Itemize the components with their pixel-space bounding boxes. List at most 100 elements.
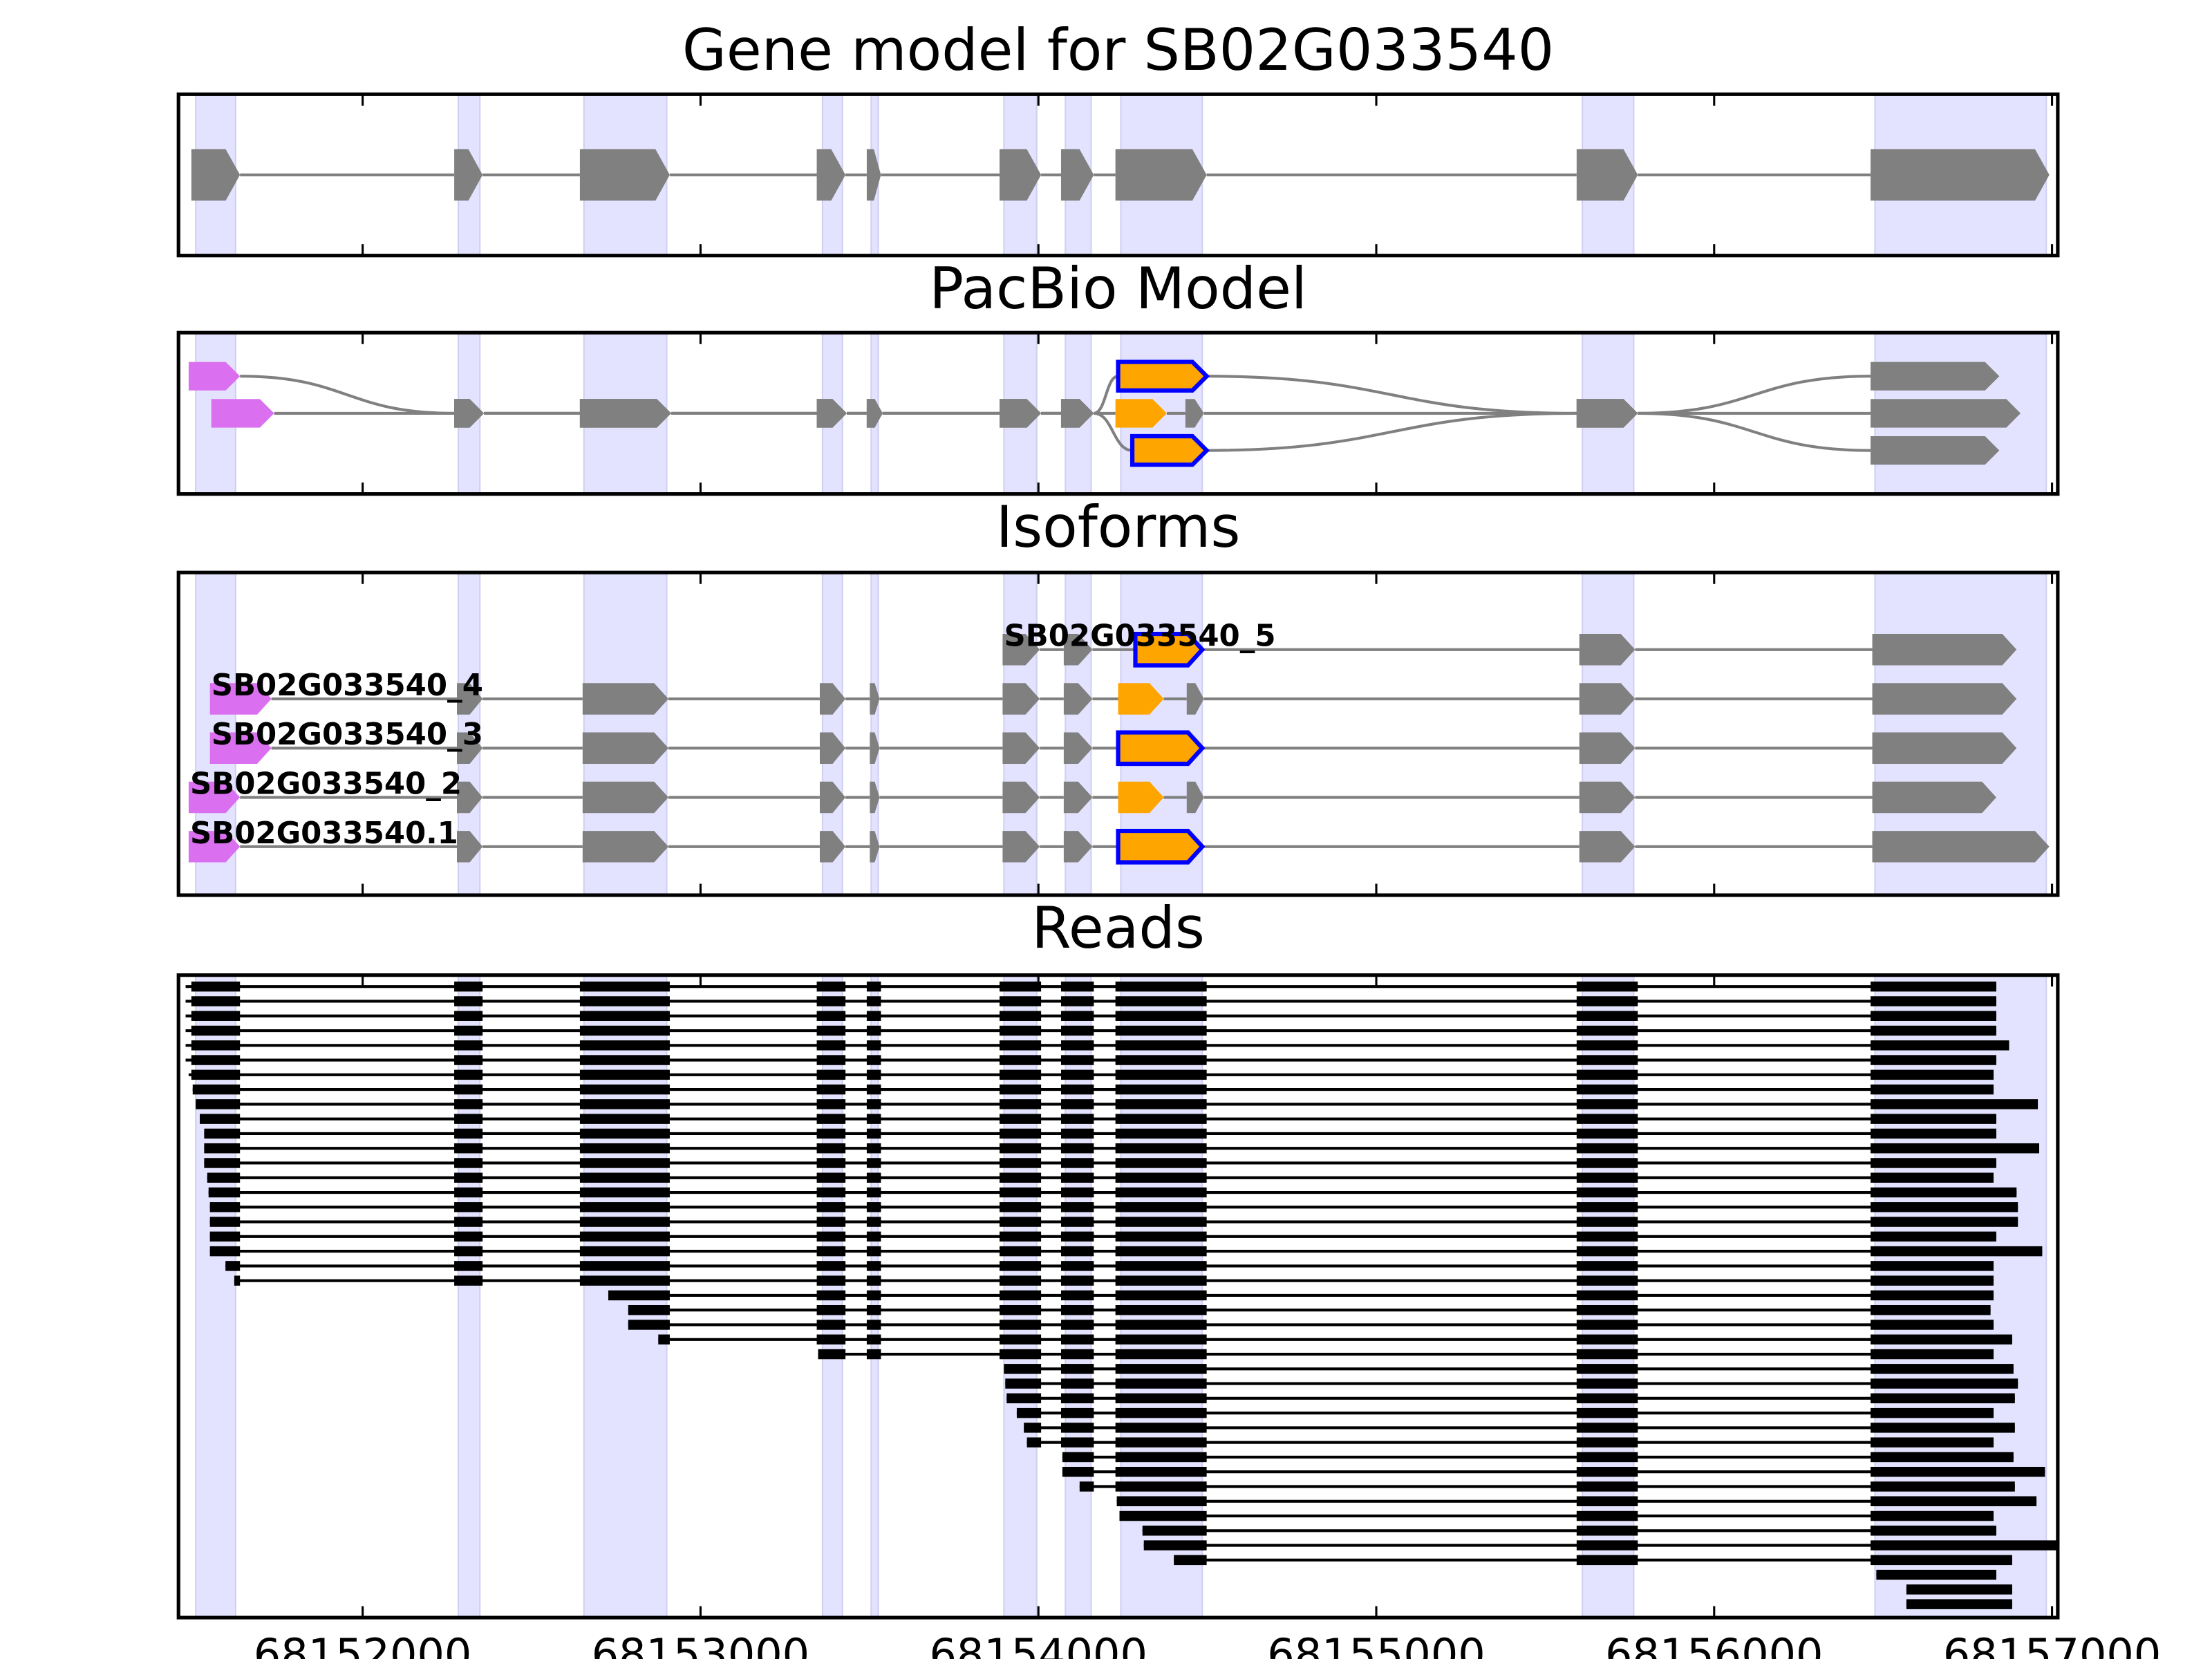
read-block <box>999 1290 1042 1301</box>
read-block <box>816 1217 846 1227</box>
read-block <box>866 1084 881 1095</box>
read-block <box>1060 1040 1094 1051</box>
isoform-label: SB02G033540_2 <box>190 767 462 802</box>
read-block <box>866 1275 881 1286</box>
read-block <box>1576 1364 1638 1374</box>
read-block <box>1576 1158 1638 1168</box>
exon <box>454 399 485 428</box>
read-block <box>866 1069 881 1080</box>
read-block <box>1576 1437 1638 1447</box>
read-block <box>866 1231 881 1242</box>
x-tick-label: 68153000 <box>592 1629 809 1659</box>
read-block <box>866 1099 881 1109</box>
read-block <box>866 1246 881 1257</box>
read-block <box>999 1246 1042 1257</box>
read-block <box>1576 1128 1638 1139</box>
read-block <box>1576 1246 1638 1257</box>
read-block <box>999 1099 1042 1109</box>
read-block <box>1576 1040 1638 1051</box>
read-block <box>1871 1555 2012 1566</box>
exon <box>1186 683 1204 715</box>
read-block <box>1115 1025 1207 1036</box>
read-block <box>866 1349 881 1360</box>
read-block <box>1576 1172 1638 1183</box>
read-block <box>1576 1378 1638 1389</box>
exon <box>188 781 241 814</box>
intron <box>1094 411 1133 452</box>
read-block <box>1115 1114 1207 1124</box>
read-block <box>1060 1304 1094 1315</box>
exon <box>1063 831 1093 863</box>
read-block <box>579 1069 670 1080</box>
exon <box>582 831 668 863</box>
read-block <box>816 1304 846 1315</box>
read-block <box>816 1334 846 1344</box>
read-block <box>200 1114 241 1124</box>
read-block <box>816 1128 846 1139</box>
read-block <box>816 1202 846 1212</box>
read-block <box>816 1099 846 1109</box>
read-block <box>1576 1143 1638 1154</box>
read-block <box>866 1172 881 1183</box>
exon <box>866 149 881 201</box>
read-block <box>999 1158 1042 1168</box>
read-block <box>1119 1510 1207 1521</box>
read-block <box>816 1143 846 1154</box>
exon <box>456 831 483 863</box>
x-tick-label: 68152000 <box>254 1629 471 1659</box>
isoform-label: SB02G033540_5 <box>1004 619 1275 654</box>
read-block <box>999 1202 1042 1212</box>
read-block <box>454 1246 483 1257</box>
exon <box>1872 683 2017 715</box>
read-block <box>999 1349 1042 1360</box>
read-block <box>191 1069 241 1080</box>
exon <box>456 781 483 814</box>
read-block <box>454 1128 483 1139</box>
read-block <box>1060 1187 1094 1198</box>
read-block <box>1576 1290 1638 1301</box>
read-block <box>454 1187 483 1198</box>
read-block <box>1115 1128 1207 1139</box>
read-block <box>1115 1246 1207 1257</box>
read-block <box>1906 1584 2012 1595</box>
read-block <box>1115 1158 1207 1168</box>
read-block <box>1006 1393 1042 1404</box>
read-block <box>1060 1025 1094 1036</box>
read-block <box>1060 1290 1094 1301</box>
read-block <box>1060 1202 1094 1212</box>
read-block <box>999 1025 1042 1036</box>
read-block <box>454 1040 483 1051</box>
exon <box>1118 781 1164 814</box>
intron <box>1638 411 1871 452</box>
read-block <box>999 1055 1042 1065</box>
read-block <box>1576 1275 1638 1286</box>
read-block <box>454 1069 483 1080</box>
read-block <box>579 1158 670 1168</box>
read-block <box>579 1084 670 1095</box>
read-block <box>866 1334 881 1344</box>
read-block <box>816 1158 846 1168</box>
read-block <box>579 1055 670 1065</box>
read-block <box>999 1172 1042 1183</box>
read-block <box>866 1143 881 1154</box>
read-block <box>1576 1349 1638 1360</box>
read-block <box>866 1011 881 1021</box>
read-block <box>209 1217 241 1227</box>
read-block <box>1115 1334 1207 1344</box>
read-block <box>1115 1393 1207 1404</box>
read-block <box>579 1025 670 1036</box>
read-block <box>1060 1246 1094 1257</box>
exon <box>1576 149 1638 201</box>
read-block <box>1060 1084 1094 1095</box>
intron <box>1206 411 1577 452</box>
exon <box>1060 149 1094 201</box>
exon <box>1185 399 1204 428</box>
read-block <box>454 1172 483 1183</box>
read-block <box>454 1011 483 1021</box>
exon <box>1130 433 1210 467</box>
exon <box>1871 435 2000 465</box>
read-block <box>1871 1202 2018 1212</box>
x-tick-label: 68155000 <box>1267 1629 1485 1659</box>
read-block <box>1871 1334 2012 1344</box>
exon <box>1871 399 2021 428</box>
